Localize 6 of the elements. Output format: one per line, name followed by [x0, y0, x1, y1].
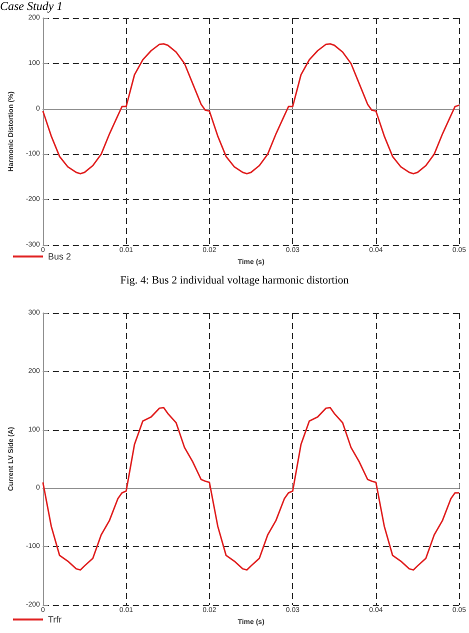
legend-label: Trfr	[48, 614, 62, 624]
chart-title: Case Study 1	[0, 0, 63, 13]
line-series	[42, 43, 460, 174]
line-series	[42, 406, 460, 571]
legend-label: Bus 2	[48, 252, 72, 262]
caption: Fig. 4: Bus 2 individual voltage harmonic distortion	[120, 274, 350, 286]
